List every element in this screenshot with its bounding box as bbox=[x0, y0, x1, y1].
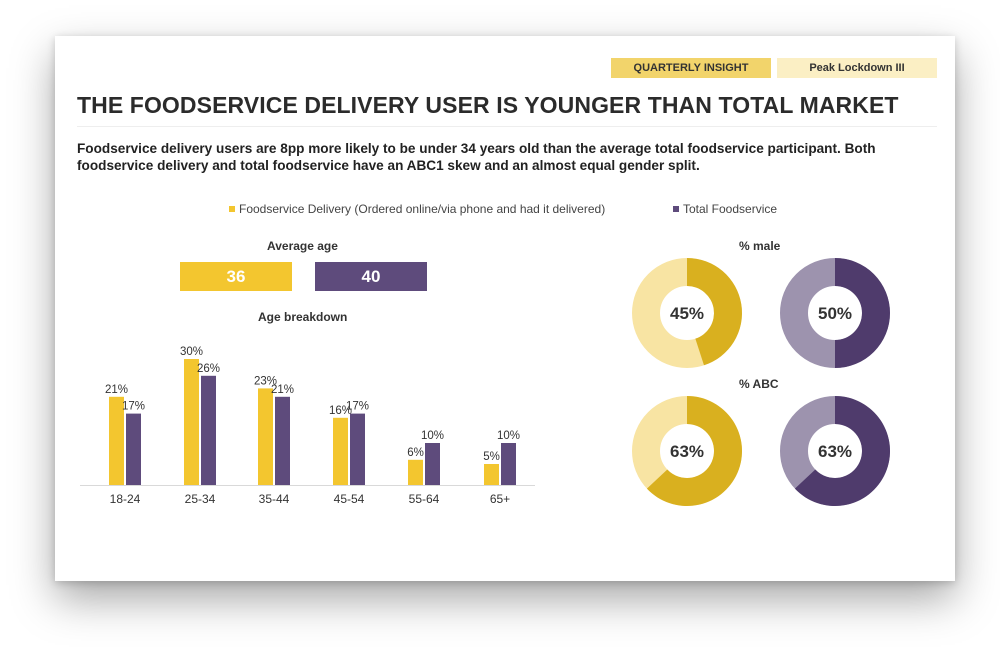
x-tick-label-35-44: 35-44 bbox=[259, 492, 290, 506]
data-label-total-55-64: 10% bbox=[421, 430, 444, 442]
x-tick-label-25-34: 25-34 bbox=[185, 492, 216, 506]
bar-delivery-25-34 bbox=[184, 359, 199, 485]
bar-delivery-18-24 bbox=[109, 396, 124, 485]
bar-total-55-64 bbox=[425, 443, 440, 485]
bar-delivery-45-54 bbox=[333, 417, 348, 485]
data-label-total-65+: 10% bbox=[497, 430, 520, 442]
slide: QUARTERLY INSIGHT Peak Lockdown III THE … bbox=[55, 36, 955, 581]
male-chart-title: % male bbox=[739, 239, 781, 253]
data-label-delivery-45-54: 16% bbox=[329, 405, 352, 417]
donut-male-delivery-slice bbox=[687, 258, 742, 366]
average-age-total: 40 bbox=[315, 262, 427, 291]
bar-total-45-54 bbox=[350, 413, 365, 485]
donut-abc-delivery-label: 63% bbox=[670, 442, 704, 461]
age-breakdown-chart: 21%17%18-2430%26%25-3423%21%35-4416%17%4… bbox=[80, 346, 535, 506]
legend-label-delivery: Foodservice Delivery (Ordered online/via… bbox=[239, 202, 606, 216]
data-label-delivery-55-64: 6% bbox=[407, 447, 424, 459]
data-label-delivery-18-24: 21% bbox=[105, 384, 128, 396]
bar-total-25-34 bbox=[201, 375, 216, 485]
page-subtitle: Foodservice delivery users are 8pp more … bbox=[77, 141, 876, 173]
average-age-delivery: 36 bbox=[180, 262, 292, 291]
quarterly-insight-tag: QUARTERLY INSIGHT bbox=[611, 58, 771, 78]
donut-male-delivery-label: 45% bbox=[670, 304, 704, 323]
bar-total-18-24 bbox=[126, 413, 141, 485]
bar-total-65+ bbox=[501, 443, 516, 485]
data-label-total-25-34: 26% bbox=[197, 363, 220, 375]
donut-male-total-label: 50% bbox=[818, 304, 852, 323]
page-title: THE FOODSERVICE DELIVERY USER IS YOUNGER… bbox=[77, 92, 899, 118]
average-age-heading: Average age bbox=[267, 239, 338, 253]
data-label-total-18-24: 17% bbox=[122, 401, 145, 413]
data-label-total-35-44: 21% bbox=[271, 384, 294, 396]
legend-item-delivery: Foodservice Delivery (Ordered online/via… bbox=[229, 202, 605, 216]
abc-chart-title: % ABC bbox=[739, 377, 779, 391]
x-tick-label-18-24: 18-24 bbox=[110, 492, 141, 506]
donut-charts: 45% 50% 63% 63% bbox=[632, 258, 890, 506]
bar-delivery-35-44 bbox=[258, 388, 273, 485]
x-tick-label-45-54: 45-54 bbox=[334, 492, 365, 506]
legend-item-total: Total Foodservice bbox=[673, 202, 777, 216]
data-label-delivery-65+: 5% bbox=[483, 451, 500, 463]
bar-total-35-44 bbox=[275, 396, 290, 485]
age-breakdown-title: Age breakdown bbox=[258, 310, 348, 324]
bar-delivery-65+ bbox=[484, 464, 499, 485]
legend-swatch-delivery bbox=[229, 206, 235, 212]
donut-abc-total-label: 63% bbox=[818, 442, 852, 461]
donut-abc-delivery-slice bbox=[646, 396, 742, 506]
data-label-delivery-25-34: 30% bbox=[180, 346, 203, 358]
x-tick-label-55-64: 55-64 bbox=[409, 492, 440, 506]
x-tick-label-65+: 65+ bbox=[490, 492, 510, 506]
title-divider bbox=[77, 126, 937, 127]
donut-male-total-slice bbox=[835, 258, 890, 368]
bar-delivery-55-64 bbox=[408, 459, 423, 485]
data-label-delivery-35-44: 23% bbox=[254, 375, 277, 387]
donut-abc-total-slice bbox=[794, 396, 890, 506]
period-tag: Peak Lockdown III bbox=[777, 58, 937, 78]
data-label-total-45-54: 17% bbox=[346, 401, 369, 413]
legend-label-total: Total Foodservice bbox=[683, 202, 778, 216]
legend-swatch-total bbox=[673, 206, 679, 212]
